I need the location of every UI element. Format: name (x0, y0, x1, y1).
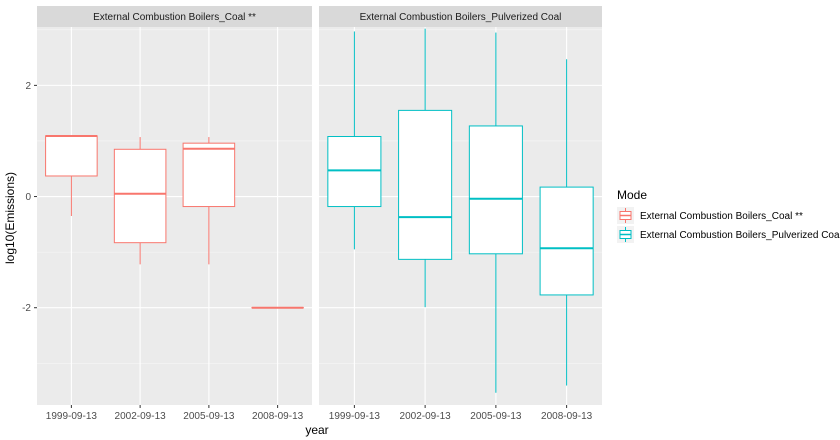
y-tick-label: -2 (22, 303, 31, 314)
x-tick-label: 2002-09-13 (400, 411, 452, 422)
legend-item: External Combustion Boilers_Coal ** (617, 207, 803, 224)
boxplot-box (468, 32, 523, 393)
x-tick-label: 1999-09-13 (329, 411, 381, 422)
box-iqr (327, 136, 382, 208)
box-iqr (113, 148, 167, 244)
facet-strip (37, 6, 312, 27)
legend-item: External Combustion Boilers_Pulverized C… (617, 226, 840, 243)
y-tick-label: 2 (25, 81, 31, 92)
box-iqr (539, 186, 594, 296)
legend-label: External Combustion Boilers_Coal ** (640, 211, 803, 222)
y-tick-label: 0 (25, 192, 31, 203)
facet-panel: External Combustion Boilers_Coal ** 1999-… (37, 6, 312, 422)
facet-strip-label: External Combustion Boilers_Pulverized C… (360, 12, 562, 23)
facet-strip (319, 6, 602, 27)
x-tick-label: 2005-09-13 (183, 411, 235, 422)
boxplot-box (398, 28, 453, 308)
x-axis-title: year (305, 423, 328, 437)
legend-title: Mode (617, 188, 647, 202)
x-tick-label: 2005-09-13 (470, 411, 522, 422)
x-tick-label: 2008-09-13 (252, 411, 304, 422)
x-tick-label: 1999-09-13 (46, 411, 98, 422)
boxplot-box (45, 134, 98, 216)
box-iqr (182, 142, 236, 208)
boxplot-box (182, 137, 236, 265)
box-iqr (398, 109, 453, 260)
box-iqr (45, 135, 98, 177)
y-axis: -2 0 2 (22, 81, 37, 314)
facet-strip-label: External Combustion Boilers_Coal ** (93, 12, 256, 23)
facet-panels: External Combustion Boilers_Coal ** 1999-… (37, 6, 602, 422)
legend: Mode External Combustion Boilers_Coal **… (617, 188, 840, 243)
boxplot-box (113, 137, 167, 265)
panel-background (37, 27, 312, 405)
boxplot-box (327, 31, 382, 250)
box-iqr (468, 125, 523, 255)
legend-key (617, 226, 634, 243)
legend-key (617, 207, 634, 224)
legend-label: External Combustion Boilers_Pulverized C… (640, 230, 840, 241)
boxplot-box (539, 59, 594, 386)
facet-panel: External Combustion Boilers_Pulverized C… (319, 6, 602, 422)
y-axis-title: log10(Emissions) (3, 172, 17, 264)
x-tick-label: 2008-09-13 (541, 411, 593, 422)
x-tick-label: 2002-09-13 (115, 411, 167, 422)
